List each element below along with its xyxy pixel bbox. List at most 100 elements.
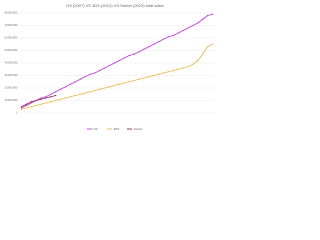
series-point — [35, 99, 37, 102]
series-point — [148, 76, 150, 78]
series-point — [158, 41, 160, 43]
series-point — [64, 86, 67, 88]
series-point — [69, 83, 72, 85]
series-point — [104, 87, 106, 89]
series-point — [55, 99, 57, 102]
series-point — [143, 77, 145, 79]
series-point — [84, 76, 86, 78]
series-point — [74, 81, 76, 83]
series-point — [45, 102, 47, 104]
series-point — [45, 96, 47, 98]
series-point — [30, 102, 32, 104]
series-point — [123, 57, 125, 59]
series-point — [133, 79, 135, 82]
series-point — [177, 68, 179, 70]
series-point — [74, 94, 76, 97]
series-point — [197, 59, 199, 62]
series-point — [153, 43, 155, 45]
series-point — [20, 107, 23, 109]
series-point — [20, 108, 23, 110]
series-point — [202, 53, 204, 55]
legend-label: 3DS — [114, 127, 120, 131]
series-point — [207, 46, 209, 48]
legend-label: Switch — [134, 127, 143, 131]
series-point — [50, 96, 52, 98]
series-line — [21, 13, 213, 109]
series-point — [89, 91, 91, 93]
series-point — [30, 101, 32, 103]
series-line — [21, 95, 56, 108]
series-point — [64, 97, 67, 99]
legend-label: DS — [94, 127, 98, 131]
series-point — [177, 32, 179, 34]
chart-title: DS (2007) VS 3DS (2012) VS Switch (2023)… — [66, 3, 163, 8]
y-tick-label: 30,000,000 — [5, 73, 19, 77]
series-point — [69, 96, 72, 98]
series-point — [153, 74, 155, 77]
series-point — [187, 27, 189, 29]
series-point — [182, 29, 184, 32]
series-point — [60, 98, 62, 100]
series-point — [25, 107, 27, 109]
series-point — [167, 71, 170, 73]
y-tick-label: 10,000,000 — [5, 98, 19, 102]
series-point — [99, 69, 101, 72]
series-point — [79, 78, 81, 80]
series-point — [60, 88, 62, 90]
series-point — [50, 101, 52, 103]
series-point — [162, 72, 165, 74]
series-point — [84, 92, 86, 94]
y-tick-label: 50,000,000 — [5, 48, 19, 52]
series-point — [35, 104, 37, 107]
series-point — [55, 91, 57, 93]
series-point — [202, 18, 204, 20]
series-point — [172, 69, 174, 72]
series-point — [45, 97, 47, 99]
series-point — [99, 88, 101, 90]
series-point — [25, 104, 27, 107]
series-point — [118, 83, 121, 85]
series-point — [187, 66, 189, 68]
y-tick-label: 80,000,000 — [5, 11, 19, 15]
series-point — [89, 73, 91, 75]
series-point — [20, 106, 23, 108]
series-point — [79, 93, 81, 95]
y-tick-label: 0 — [16, 111, 18, 115]
y-tick-label: 70,000,000 — [5, 23, 19, 27]
series-point — [192, 24, 194, 27]
y-tick-label: 40,000,000 — [5, 61, 19, 65]
series-point — [182, 67, 184, 69]
series-point — [30, 106, 32, 108]
series-point — [113, 62, 116, 64]
series-point — [148, 46, 150, 48]
series-point — [40, 98, 42, 100]
series-point — [118, 59, 121, 62]
series-point — [138, 51, 140, 53]
series-point — [192, 63, 194, 65]
series-point — [40, 97, 42, 99]
series-point — [50, 93, 52, 95]
y-tick-label: 60,000,000 — [5, 36, 19, 40]
series-line — [21, 43, 213, 110]
series-point — [109, 86, 111, 88]
series-point — [94, 72, 96, 74]
series-point — [211, 13, 214, 15]
series-point — [109, 64, 111, 67]
series-point — [158, 73, 160, 75]
series-point — [123, 82, 125, 84]
series-point — [128, 81, 130, 83]
series-point — [133, 53, 135, 55]
series-point — [167, 36, 170, 38]
series-point — [172, 34, 174, 37]
series-point — [162, 38, 165, 40]
chart: DS (2007) VS 3DS (2012) VS Switch (2023)… — [5, 3, 215, 131]
series-point — [207, 14, 209, 17]
series-point — [40, 103, 42, 105]
series-point — [211, 43, 214, 45]
series-point — [138, 78, 140, 80]
series-point — [143, 48, 145, 50]
series-point — [25, 103, 27, 105]
series-point — [197, 22, 199, 24]
series-point — [104, 67, 106, 69]
series-point — [55, 94, 57, 97]
